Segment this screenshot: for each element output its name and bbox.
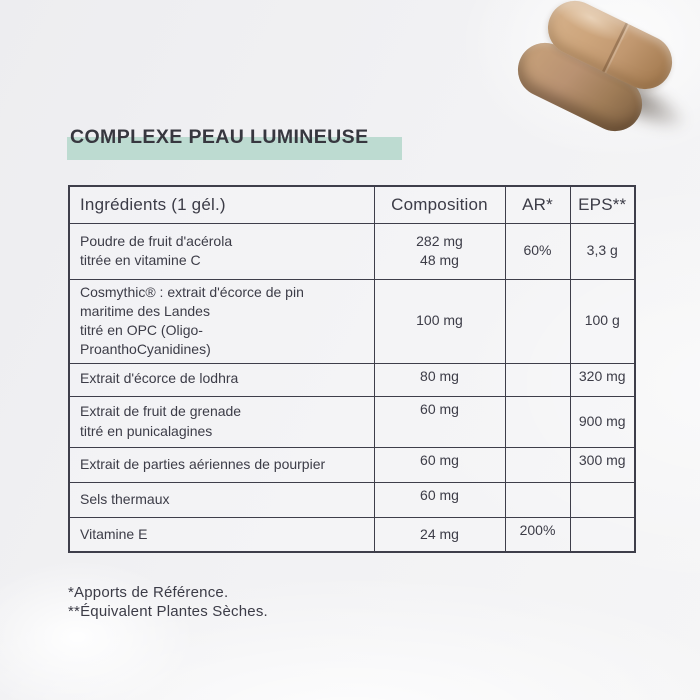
col-header-eps: EPS** (569, 185, 636, 224)
eps-cell (569, 516, 636, 553)
ingredient-cell: Extrait d'écorce de lodhra (68, 362, 375, 397)
eps-cell: 300 mg (569, 446, 636, 483)
table-row-vitamine-e: Vitamine E 24 mg 200% (68, 516, 636, 553)
ar-cell (504, 481, 571, 518)
ingredient-cell: Vitamine E (68, 516, 375, 553)
ar-cell: 60% (504, 222, 571, 280)
table-row-pourpier: Extrait de parties aériennes de pourpier… (68, 446, 636, 483)
ingredient-cell: Poudre de fruit d'acérola titrée en vita… (68, 222, 375, 280)
ingredient-cell: Extrait de fruit de grenade titré en pun… (68, 395, 375, 448)
table-row-cosmythic: Cosmythic® : extrait d'écorce de pin mar… (68, 278, 636, 364)
footnote-apports-reference: *Apports de Référence. (68, 584, 229, 601)
eps-cell: 3,3 g (569, 222, 636, 280)
composition-cell: 100 mg (373, 278, 506, 364)
composition-cell: 60 mg (373, 395, 506, 448)
ar-cell (504, 446, 571, 483)
ingredient-cell: Sels thermaux (68, 481, 375, 518)
ingredients-table: Ingrédients (1 gél.) Composition AR* EPS… (68, 185, 636, 554)
eps-cell: 100 g (569, 278, 636, 364)
ar-cell (504, 362, 571, 397)
composition-cell: 60 mg (373, 446, 506, 483)
table-row-acerola: Poudre de fruit d'acérola titrée en vita… (68, 222, 636, 280)
page-title: COMPLEXE PEAU LUMINEUSE (70, 126, 369, 148)
table-row-sels-thermaux: Sels thermaux 60 mg (68, 481, 636, 518)
ar-cell (504, 395, 571, 448)
composition-cell: 60 mg (373, 481, 506, 518)
ar-cell: 200% (504, 516, 571, 553)
composition-cell: 24 mg (373, 516, 506, 553)
title-block: COMPLEXE PEAU LUMINEUSE (67, 126, 402, 162)
capsule-photo (508, 0, 700, 144)
col-header-ingredients: Ingrédients (1 gél.) (68, 185, 375, 224)
ingredient-cell: Cosmythic® : extrait d'écorce de pin mar… (68, 278, 375, 364)
eps-cell (569, 481, 636, 518)
title-highlight (67, 137, 402, 160)
eps-cell: 320 mg (569, 362, 636, 397)
composition-cell: 80 mg (373, 362, 506, 397)
footnotes: *Apports de Référence. **Équivalent Plan… (68, 583, 268, 621)
eps-cell: 900 mg (569, 395, 636, 448)
table-header-row: Ingrédients (1 gél.) Composition AR* EPS… (68, 185, 636, 224)
ingredient-cell: Extrait de parties aériennes de pourpier (68, 446, 375, 483)
table-row-grenade: Extrait de fruit de grenade titré en pun… (68, 395, 636, 448)
footnote-equivalent-plantes-seches: **Équivalent Plantes Sèches. (68, 603, 268, 620)
table-row-lodhra: Extrait d'écorce de lodhra 80 mg 320 mg (68, 362, 636, 397)
composition-cell: 282 mg 48 mg (373, 222, 506, 280)
col-header-composition: Composition (373, 185, 506, 224)
ar-cell (504, 278, 571, 364)
col-header-ar: AR* (504, 185, 571, 224)
